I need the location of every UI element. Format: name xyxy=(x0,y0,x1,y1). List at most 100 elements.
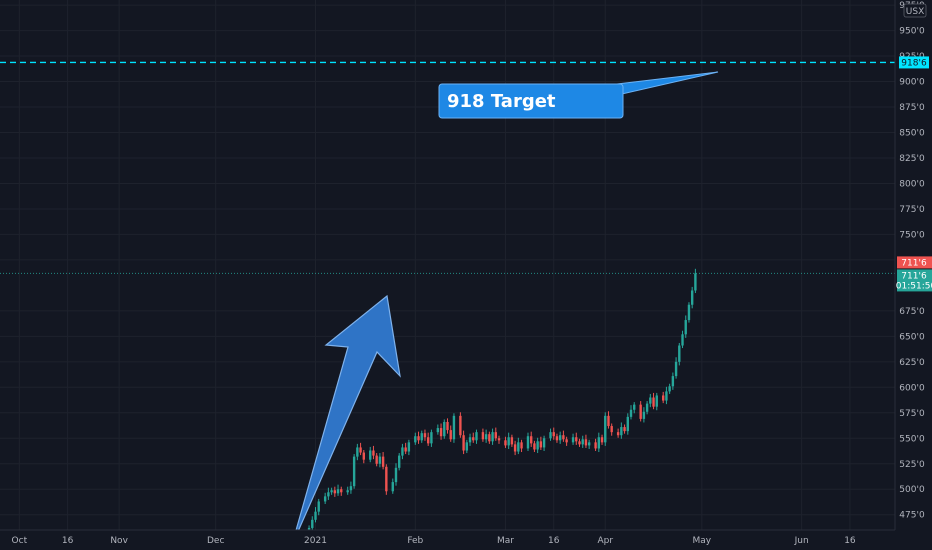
candle-body xyxy=(446,421,449,431)
candle xyxy=(352,454,356,489)
candle xyxy=(439,423,443,440)
candle xyxy=(539,436,543,450)
candle-body xyxy=(510,437,514,445)
candle xyxy=(381,452,385,470)
candle-body xyxy=(674,361,678,377)
candle xyxy=(488,431,491,444)
candle xyxy=(426,432,430,446)
candle-body xyxy=(575,437,578,442)
candle xyxy=(423,429,427,441)
candle-body xyxy=(504,440,507,446)
candle-body xyxy=(549,432,552,439)
x-tick-label: Dec xyxy=(207,536,224,546)
candle-body xyxy=(488,434,491,442)
y-tick-label: 750'0 xyxy=(899,230,925,240)
candle xyxy=(530,431,533,447)
candle-body xyxy=(381,456,385,467)
candle-body xyxy=(317,501,320,512)
candle-body xyxy=(587,442,591,446)
candle xyxy=(555,433,559,443)
candle xyxy=(404,442,407,455)
candle xyxy=(633,402,636,414)
candle xyxy=(694,268,697,294)
candle-body xyxy=(562,435,565,440)
candle-body xyxy=(494,432,497,439)
y-tick-label: 775'0 xyxy=(899,205,925,215)
svg-text:711'6: 711'6 xyxy=(901,258,927,268)
candle xyxy=(571,433,575,445)
candle xyxy=(401,443,404,460)
candle xyxy=(323,492,327,505)
candle xyxy=(581,435,584,448)
candle-body xyxy=(452,415,456,440)
candle-body xyxy=(459,415,462,436)
candle-body xyxy=(594,442,597,449)
candle-body xyxy=(649,397,652,404)
candle-body xyxy=(372,450,375,456)
candle-body xyxy=(330,490,333,493)
svg-text:918'6: 918'6 xyxy=(901,58,927,68)
x-tick-label: 16 xyxy=(548,536,560,546)
x-tick-label: Feb xyxy=(407,536,423,546)
candle xyxy=(475,429,478,444)
candle-body xyxy=(694,273,697,291)
candle xyxy=(552,427,555,440)
candle xyxy=(649,393,652,408)
candle xyxy=(462,430,465,455)
candle-body xyxy=(484,434,488,440)
candle xyxy=(317,498,320,516)
candle xyxy=(330,487,333,495)
up-arrow-drawing[interactable] xyxy=(290,294,401,549)
candle-body xyxy=(526,436,530,449)
y-tick-label: 525'0 xyxy=(899,460,925,470)
x-tick-label: Nov xyxy=(110,536,128,546)
candle xyxy=(449,425,452,442)
candle-body xyxy=(678,345,681,362)
candle xyxy=(578,438,581,447)
target-callout[interactable]: 918 Target xyxy=(438,71,719,119)
candle-body xyxy=(417,436,420,441)
candle xyxy=(575,432,578,445)
candle xyxy=(314,507,317,523)
candle-body xyxy=(449,430,452,440)
candle-body xyxy=(378,456,382,464)
candle xyxy=(372,445,375,460)
candle-body xyxy=(436,428,440,433)
candle xyxy=(517,437,520,455)
candle-body xyxy=(539,441,543,448)
x-tick-label: May xyxy=(693,536,712,546)
svg-text:USX: USX xyxy=(906,7,924,17)
candle xyxy=(623,424,626,434)
y-tick-label: 875'0 xyxy=(899,103,925,113)
candle xyxy=(584,434,588,448)
candle xyxy=(459,412,462,438)
candle xyxy=(443,419,446,439)
candle-body xyxy=(542,438,546,448)
candle xyxy=(346,486,349,495)
candle xyxy=(481,428,485,442)
time-axis[interactable]: Oct 16 Nov Dec 2021 Feb Mar 16 Apr May Jun 16 xyxy=(12,536,856,546)
candle-body xyxy=(439,428,443,437)
target-callout-text: 918 Target xyxy=(447,91,556,112)
candle-body xyxy=(356,447,359,457)
candle xyxy=(468,433,472,446)
candle-body xyxy=(507,437,510,446)
candle xyxy=(491,428,494,445)
candle-body xyxy=(391,482,394,492)
candle xyxy=(626,413,629,435)
candle xyxy=(620,422,623,439)
candle xyxy=(600,434,604,445)
candle-body xyxy=(520,442,523,449)
candle-body xyxy=(517,442,520,452)
svg-text:711'6: 711'6 xyxy=(901,271,927,281)
candle-body xyxy=(336,489,340,494)
candle xyxy=(336,484,340,496)
currency-label: USX xyxy=(903,3,927,18)
y-tick-label: 475'0 xyxy=(899,511,925,521)
candle-body xyxy=(558,435,562,441)
candle xyxy=(369,446,372,463)
y-tick-label: 950'0 xyxy=(899,27,925,37)
candle-body xyxy=(555,436,559,441)
candle-body xyxy=(616,432,620,436)
